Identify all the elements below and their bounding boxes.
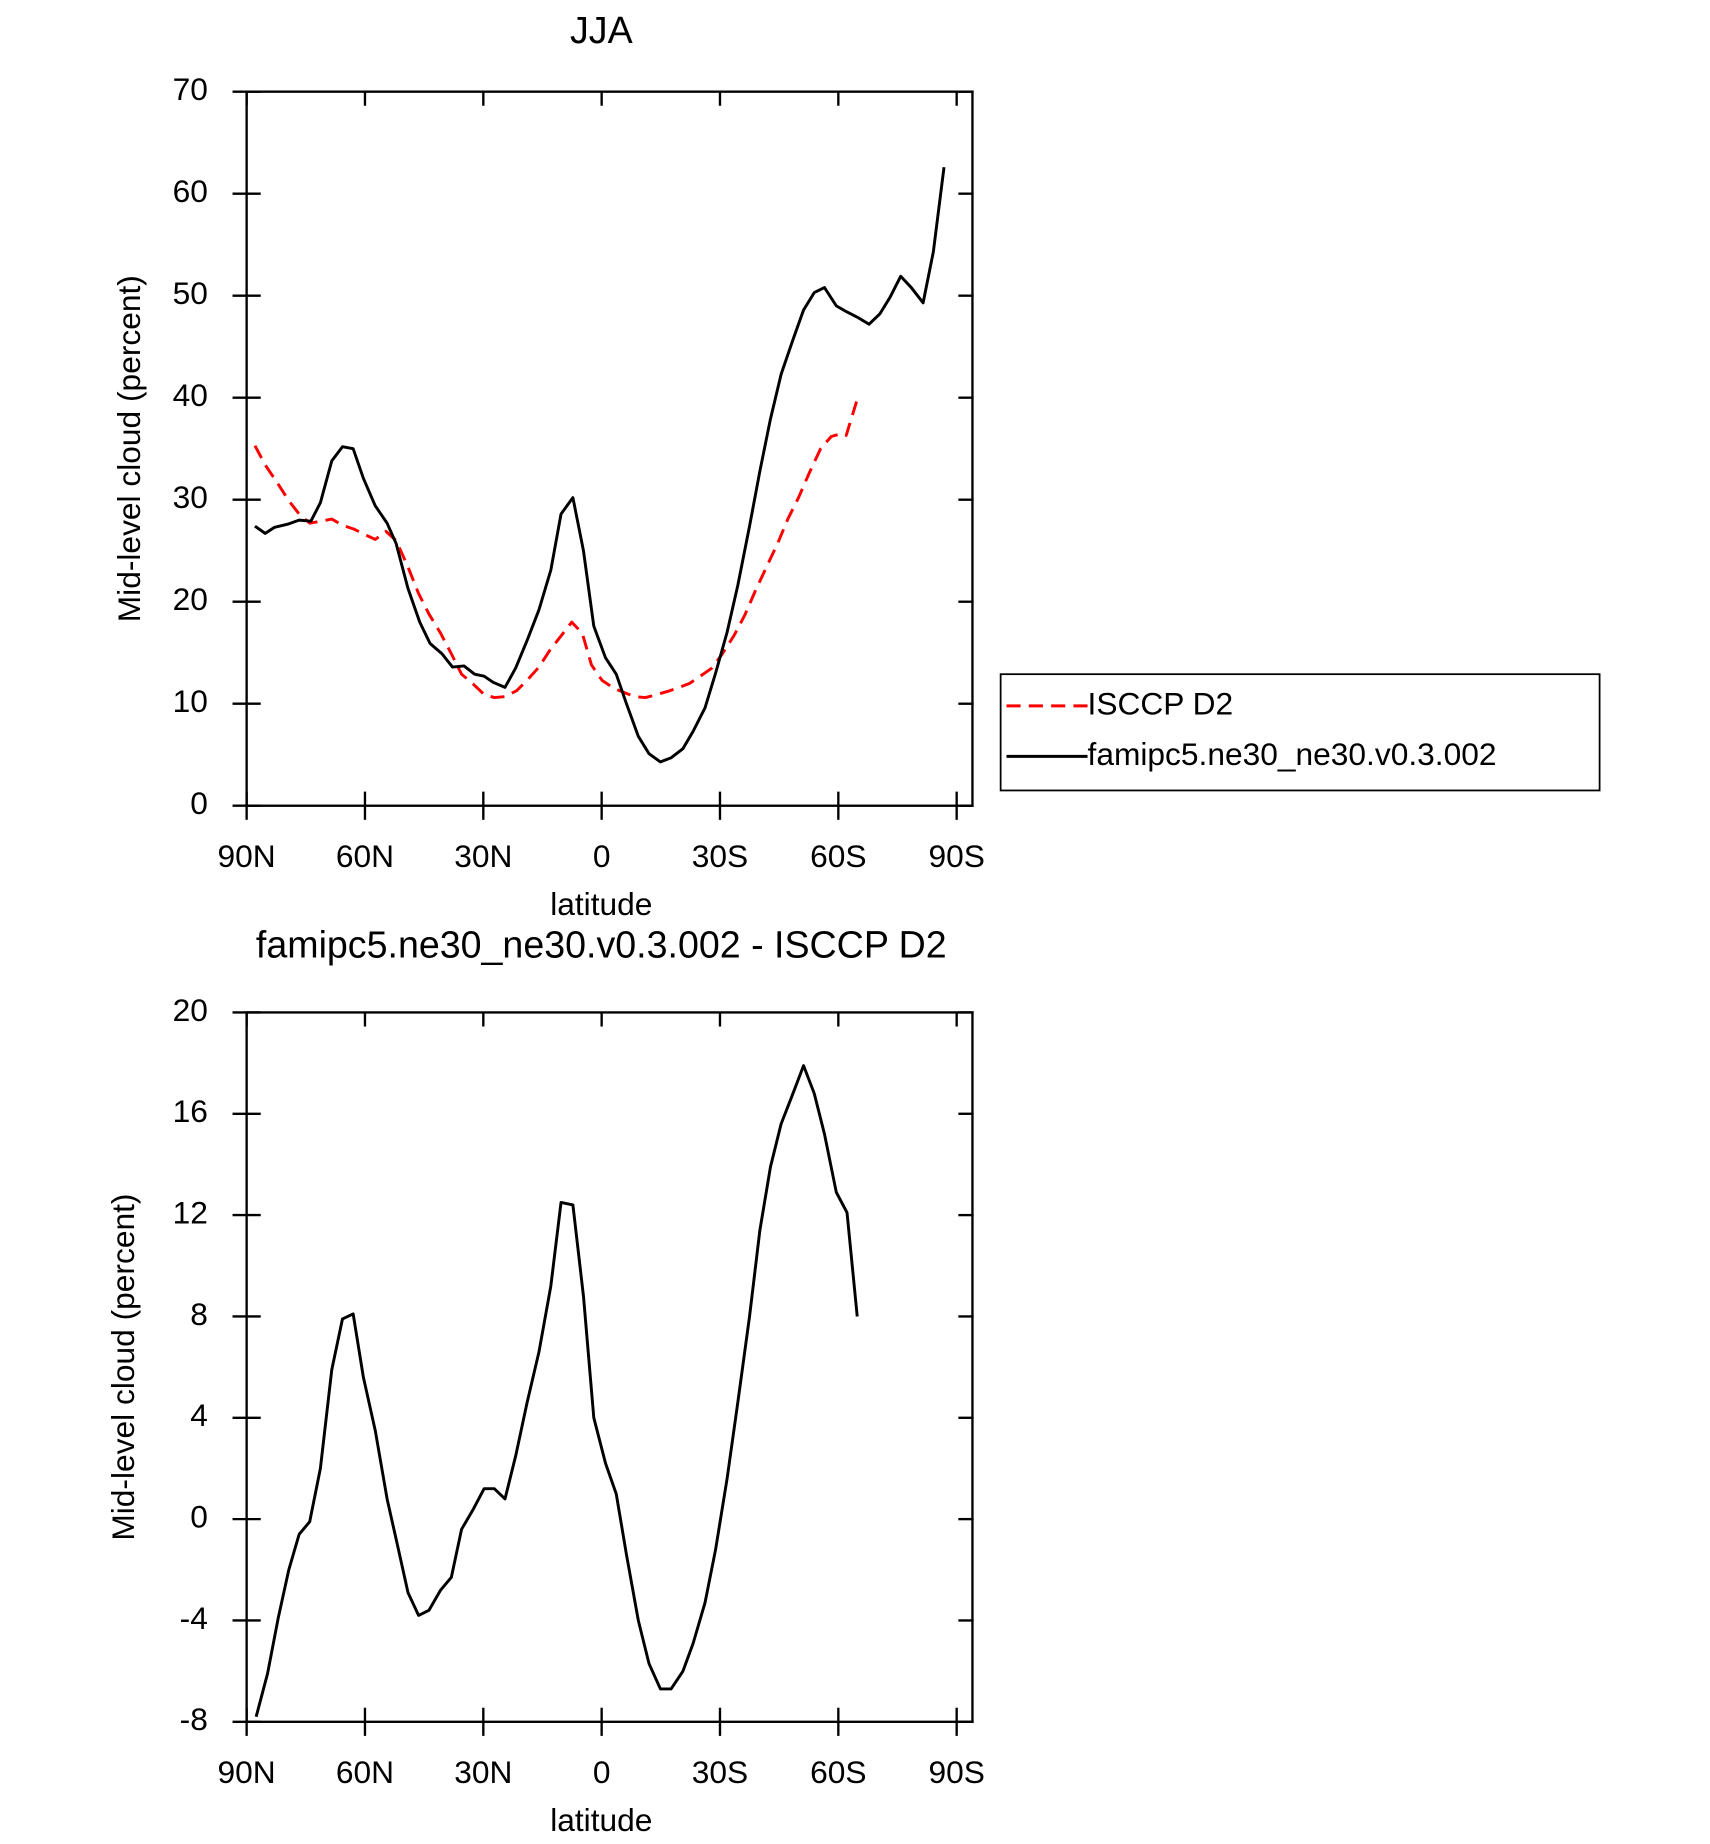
data-line xyxy=(254,1064,859,1718)
y-tick-label: 30 xyxy=(173,479,208,515)
x-tick-label: 90S xyxy=(928,1754,984,1790)
y-tick-label: -4 xyxy=(180,1600,208,1636)
x-tick-label: 30N xyxy=(454,838,512,874)
legend-label: ISCCP D2 xyxy=(1088,685,1234,721)
x-axis-label: latitude xyxy=(550,886,652,922)
y-tick-label: 0 xyxy=(190,785,208,821)
x-tick-label: 90N xyxy=(218,838,276,874)
legend-label: famipc5.ne30_ne30.v0.3.002 xyxy=(1088,736,1497,772)
y-tick-label: 0 xyxy=(190,1498,208,1534)
y-tick-label: 4 xyxy=(190,1397,208,1433)
x-tick-label: 30S xyxy=(692,1754,748,1790)
y-axis-label: Mid-level cloud (percent) xyxy=(111,275,147,622)
y-tick-label: 8 xyxy=(190,1296,208,1332)
legend: ISCCP D2 famipc5.ne30_ne30.v0.3.002 xyxy=(999,673,1601,792)
plot-frame xyxy=(245,1011,974,1723)
y-tick-label: 10 xyxy=(173,683,208,719)
plot-frame xyxy=(245,90,974,807)
y-tick-label: 16 xyxy=(173,1093,208,1129)
data-line xyxy=(254,166,946,764)
x-tick-label: 0 xyxy=(593,1754,611,1790)
x-tick-label: 0 xyxy=(593,838,611,874)
y-tick-label: 20 xyxy=(173,992,208,1028)
x-tick-label: 30N xyxy=(454,1754,512,1790)
x-tick-label: 60N xyxy=(336,1754,394,1790)
y-tick-label: 70 xyxy=(173,71,208,107)
chart-title: famipc5.ne30_ne30.v0.3.002 - ISCCP D2 xyxy=(256,924,947,966)
x-tick-label: 90N xyxy=(218,1754,276,1790)
y-tick-label: 20 xyxy=(173,581,208,617)
x-tick-label: 60N xyxy=(336,838,394,874)
y-tick-label: 40 xyxy=(173,377,208,413)
chart-title: JJA xyxy=(570,9,633,51)
x-tick-label: 60S xyxy=(810,1754,866,1790)
x-axis-label: latitude xyxy=(550,1802,652,1838)
data-line xyxy=(253,396,860,700)
y-tick-label: -8 xyxy=(180,1701,208,1737)
x-tick-label: 30S xyxy=(692,838,748,874)
y-tick-label: 12 xyxy=(173,1194,208,1230)
x-tick-label: 90S xyxy=(928,838,984,874)
y-axis-label: Mid-level cloud (percent) xyxy=(105,1194,141,1541)
legend-frame xyxy=(999,673,1601,792)
x-tick-label: 60S xyxy=(810,838,866,874)
y-tick-label: 60 xyxy=(173,173,208,209)
y-tick-label: 50 xyxy=(173,275,208,311)
